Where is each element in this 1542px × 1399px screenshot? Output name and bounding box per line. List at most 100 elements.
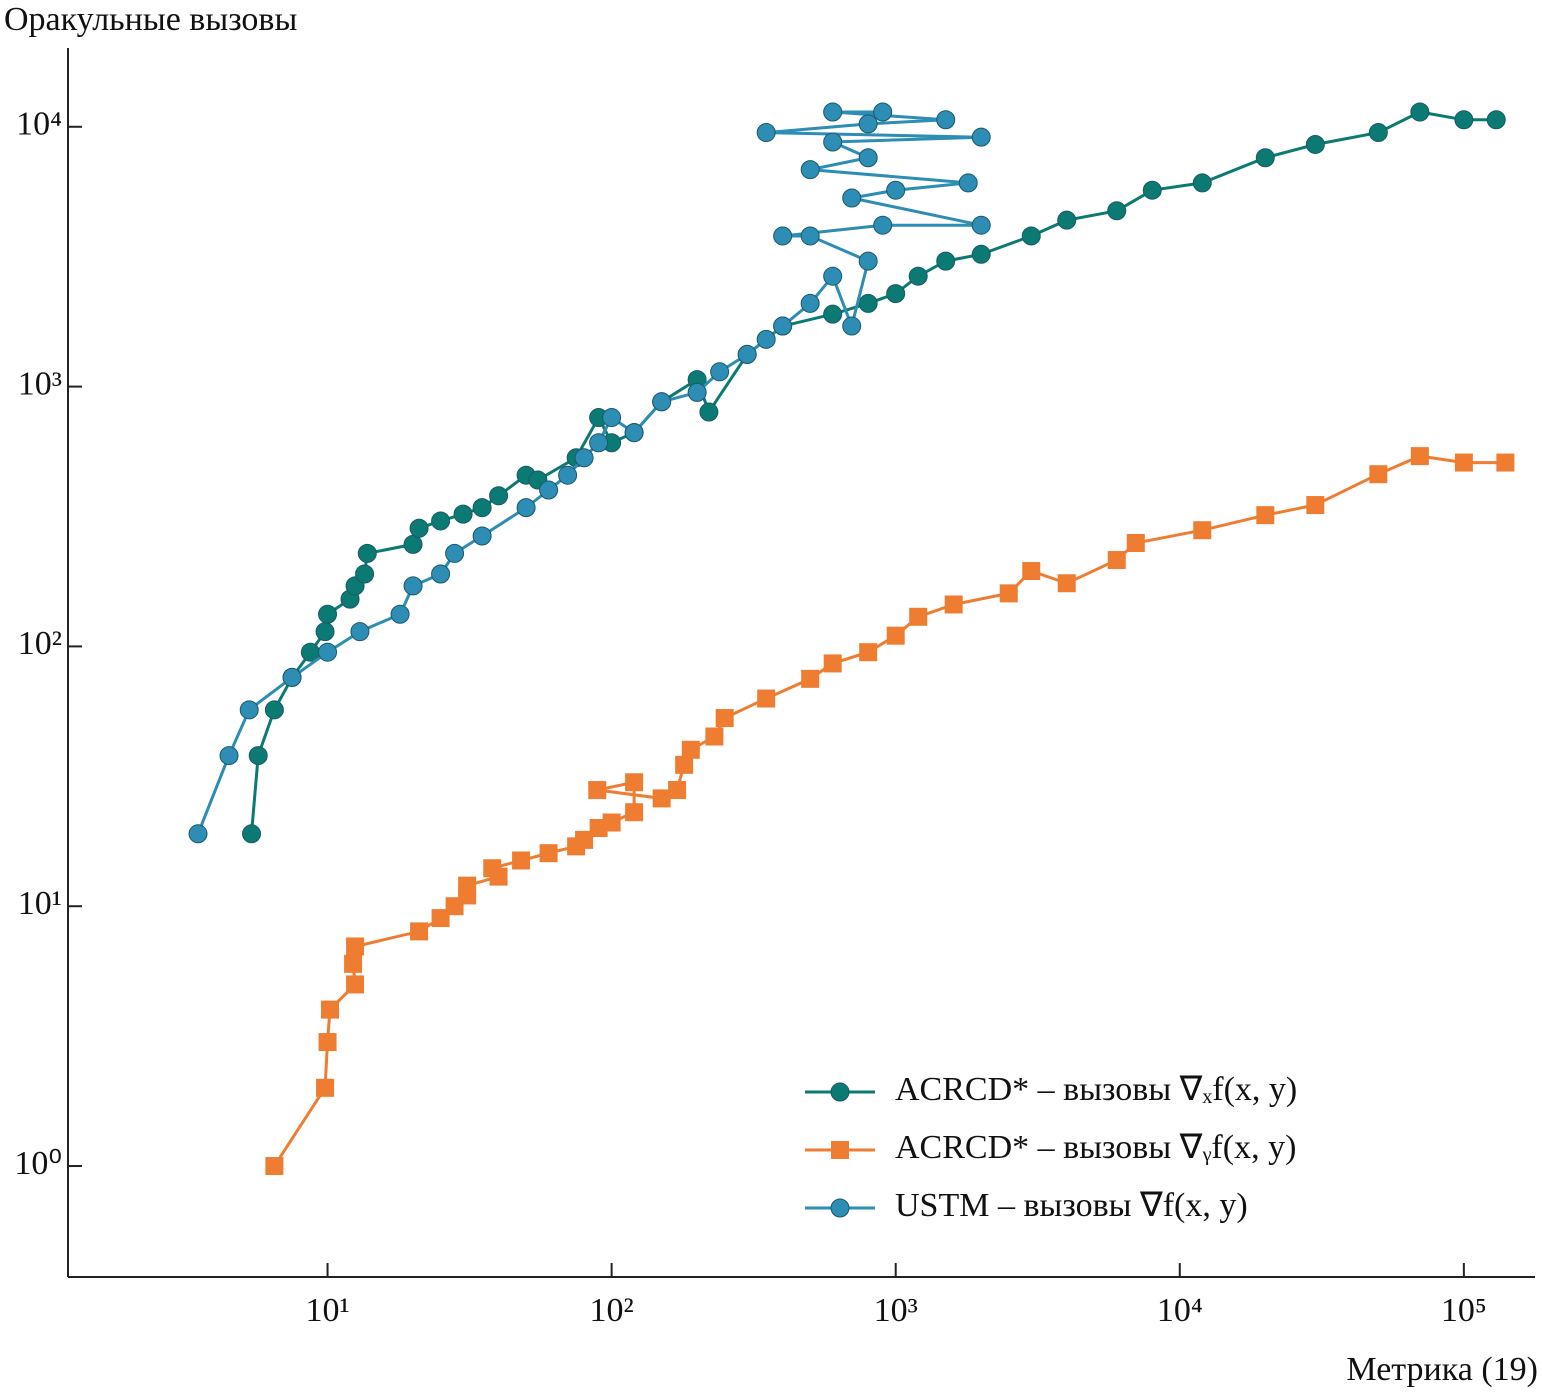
marker [886, 626, 905, 645]
marker [823, 654, 842, 673]
marker [410, 922, 429, 941]
marker [350, 622, 370, 642]
marker [858, 148, 878, 168]
marker [652, 392, 672, 412]
marker [539, 844, 558, 863]
marker [1107, 201, 1127, 221]
marker [830, 1082, 850, 1102]
marker [800, 160, 820, 180]
marker [1057, 210, 1077, 230]
marker [483, 859, 502, 878]
marker [1142, 180, 1162, 200]
marker [355, 564, 375, 584]
marker [756, 329, 776, 349]
marker [390, 604, 410, 624]
marker [971, 127, 991, 147]
marker [971, 215, 991, 235]
x-tick-label: 10² [590, 1292, 634, 1329]
legend-label: ACRCD* – вызовы ∇ᵧf(x, y) [895, 1129, 1296, 1166]
marker [445, 543, 465, 563]
marker [602, 813, 621, 832]
marker [239, 700, 259, 720]
marker [801, 669, 820, 688]
y-tick-label: 10² [18, 625, 62, 662]
marker [699, 402, 719, 422]
marker [1306, 496, 1325, 515]
marker [472, 526, 492, 546]
marker [516, 498, 536, 518]
series-line [196, 110, 982, 835]
y-tick-label: 10¹ [18, 885, 62, 922]
marker [1107, 551, 1126, 570]
marker [936, 251, 956, 271]
marker [403, 534, 423, 554]
marker [1454, 110, 1474, 130]
marker [823, 304, 843, 324]
legend-label: ACRCD* – вызовы ∇ₓf(x, y) [895, 1071, 1297, 1108]
marker [756, 123, 776, 143]
y-tick-label: 10⁴ [16, 106, 62, 143]
marker [909, 607, 928, 626]
marker [1410, 447, 1429, 466]
marker [886, 180, 906, 200]
marker [1057, 574, 1076, 593]
marker [958, 173, 978, 193]
marker [886, 284, 906, 304]
marker [1410, 102, 1430, 122]
marker [652, 789, 671, 808]
marker [710, 362, 730, 382]
marker [842, 316, 862, 336]
y-tick-label: 10³ [18, 365, 62, 402]
marker [315, 622, 335, 642]
marker [575, 830, 594, 849]
marker [346, 937, 365, 956]
marker [453, 504, 473, 524]
y-axis-title: Оракульные вызовы [4, 1, 297, 38]
marker [318, 604, 338, 624]
marker [858, 251, 878, 271]
marker [858, 293, 878, 313]
marker [1368, 123, 1388, 143]
x-tick-label: 10⁵ [1441, 1292, 1487, 1329]
marker [282, 667, 302, 687]
marker [403, 576, 423, 596]
marker [188, 824, 208, 844]
marker [602, 408, 622, 428]
marker [842, 188, 862, 208]
marker [1256, 506, 1275, 525]
series-line [250, 110, 1497, 834]
series-line [273, 454, 1506, 1167]
x-tick-label: 10¹ [305, 1292, 349, 1329]
x-axis-title: Метрика (19) [1346, 1351, 1538, 1388]
marker [873, 102, 893, 122]
marker [265, 1157, 284, 1176]
series [265, 447, 1515, 1176]
marker [219, 746, 239, 766]
marker [539, 480, 559, 500]
marker [346, 975, 365, 994]
marker [823, 102, 843, 122]
marker [472, 498, 492, 518]
marker [908, 266, 928, 286]
marker [715, 709, 734, 728]
marker [588, 781, 607, 800]
y-tick-label: 10⁰ [14, 1145, 62, 1182]
marker [431, 511, 451, 531]
marker [458, 876, 477, 895]
marker [318, 1033, 337, 1052]
marker [489, 486, 509, 506]
marker [971, 244, 991, 264]
marker [248, 746, 268, 766]
marker [264, 700, 284, 720]
marker [357, 543, 377, 563]
marker [1193, 521, 1212, 540]
marker [242, 824, 262, 844]
series [188, 102, 991, 844]
marker [1305, 134, 1325, 154]
marker [944, 595, 963, 614]
marker [773, 316, 793, 336]
marker [625, 773, 644, 792]
marker [431, 909, 450, 928]
marker [1496, 453, 1515, 472]
x-tick-label: 10⁴ [1157, 1292, 1203, 1329]
